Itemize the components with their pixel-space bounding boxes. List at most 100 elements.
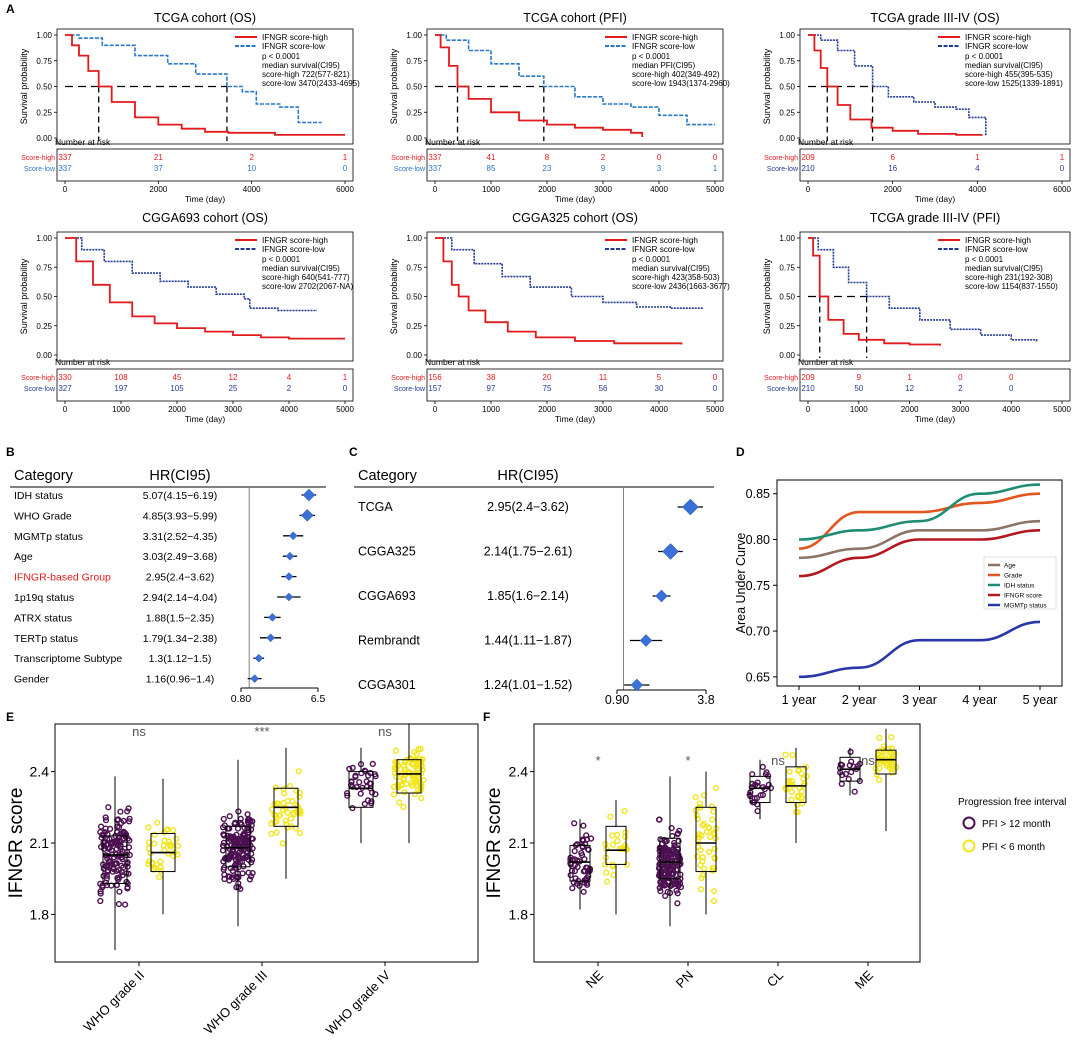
km-risk-low: 30 — [655, 384, 664, 393]
box-point — [402, 766, 409, 773]
box-point — [219, 824, 227, 831]
auc-series-1 — [798, 492, 1041, 550]
km-xtick-label: 5000 — [1053, 405, 1071, 414]
km-stat-line: p < 0.0001 — [632, 52, 671, 61]
box-point — [794, 793, 801, 801]
box-point — [356, 779, 363, 786]
box-point — [754, 807, 761, 815]
km-risk-high: 330 — [58, 373, 72, 382]
km-legend-low: IFNGR score-low — [632, 42, 695, 51]
box-xtick-label: PN — [673, 968, 696, 991]
box-point — [803, 773, 810, 780]
box-point — [668, 824, 675, 832]
km-xtick-label: 6000 — [1053, 185, 1071, 194]
box-point — [602, 840, 609, 848]
box-point — [221, 832, 228, 839]
box-point — [672, 877, 679, 884]
box-point — [227, 853, 235, 861]
km-risk-frame — [426, 148, 724, 182]
box-point — [170, 827, 177, 834]
box-ytick-label: 1.8 — [509, 906, 529, 922]
box-point — [273, 829, 280, 836]
forest-row-label: IFNGR-based Group — [14, 572, 111, 584]
box-point — [245, 869, 252, 876]
box-point — [698, 874, 705, 882]
box-point — [173, 835, 180, 843]
box-point — [580, 837, 587, 844]
box-point — [157, 858, 164, 865]
forest-diamond — [639, 634, 653, 647]
forest-diamond — [284, 572, 294, 581]
km-risk-high: 337 — [58, 153, 72, 162]
box-point — [616, 845, 624, 852]
box-point — [571, 867, 579, 875]
km-panel-km_cgga325_os: CGGA325 cohort (OS) Survival probability 0… — [389, 211, 730, 424]
km-risk-low: 75 — [543, 384, 552, 393]
km-title: CGGA693 cohort (OS) — [142, 211, 268, 225]
km-stat-line: median survival(CI95) — [965, 264, 1043, 273]
box-point — [573, 841, 581, 848]
box-point — [97, 897, 104, 905]
box-significance: ns — [378, 724, 392, 739]
box-legend-gt12: PFI > 12 month — [982, 819, 1051, 830]
box-ytick-label: 2.1 — [509, 835, 529, 851]
km-risk-low: 2 — [958, 384, 963, 393]
box-point — [579, 843, 586, 850]
forest-row-hr: 1.16(0.96−1.4) — [146, 674, 215, 686]
auc-xtick-label: 2 year — [842, 693, 877, 707]
km-xtick-label: 4000 — [280, 405, 298, 414]
km-risk-row-low: Score-low — [767, 386, 799, 393]
km-xlabel: Time (day) — [915, 414, 955, 424]
box-point — [148, 860, 156, 867]
km-stat-line: median PFI(CI95) — [632, 61, 695, 70]
forest-diamond — [285, 551, 295, 561]
box-point — [710, 897, 718, 905]
box-ytick-label: 2.4 — [30, 764, 50, 780]
box-body — [225, 825, 251, 868]
box-point — [794, 809, 801, 816]
km-risk-row-low: Score-low — [24, 166, 56, 173]
km-risk-high: 0 — [713, 373, 718, 382]
km-risk-high: 2 — [601, 153, 606, 162]
forest-panel-forest_b: Category HR(CI95) 0.80 6.5 IDH status 5.07(4.… — [10, 468, 326, 705]
box-point — [710, 808, 717, 815]
km-risk-high: 8 — [545, 153, 550, 162]
box-point — [161, 829, 168, 836]
box-point — [393, 773, 400, 780]
box-point — [842, 770, 850, 778]
km-risk-low: 0 — [713, 384, 718, 393]
box-point — [578, 852, 586, 859]
km-risk-low: 37 — [154, 164, 163, 173]
km-stat-line: score-low 1525(1339-1891) — [965, 79, 1063, 88]
forest-diamond — [682, 498, 699, 516]
box-point — [174, 842, 182, 850]
box-point — [889, 750, 896, 757]
km-panel-km_tcga_g34_os: TCGA grade III-IV (OS) Survival probabili… — [762, 11, 1071, 204]
km-risk-high: 21 — [154, 153, 163, 162]
forest-header-hr: HR(CI95) — [497, 468, 558, 484]
panel-letter-e: E — [6, 710, 14, 724]
box-body — [102, 835, 128, 884]
box-point — [583, 864, 590, 871]
forest-row-label: Rembrandt — [358, 634, 420, 648]
km-stat-line: median survival(CI95) — [632, 264, 710, 273]
box-point — [349, 764, 356, 772]
box-point — [221, 864, 228, 871]
km-risk-high: 1 — [907, 373, 912, 382]
box-point — [121, 901, 129, 908]
forest-header-hr: HR(CI95) — [149, 468, 210, 484]
km-risk-low: 327 — [58, 384, 72, 393]
box-point — [102, 817, 110, 824]
km-risk-high: 1 — [975, 153, 980, 162]
box-point — [658, 874, 665, 882]
box-xtick-label: CL — [764, 968, 786, 990]
box-point — [581, 879, 588, 886]
box-point — [400, 803, 407, 811]
box-point — [279, 840, 286, 847]
box-point — [677, 883, 685, 891]
box-point — [656, 816, 663, 823]
box-point — [157, 867, 165, 875]
box-point — [846, 762, 853, 769]
forest-row-hr: 1.88(1.5−2.35) — [146, 612, 215, 624]
